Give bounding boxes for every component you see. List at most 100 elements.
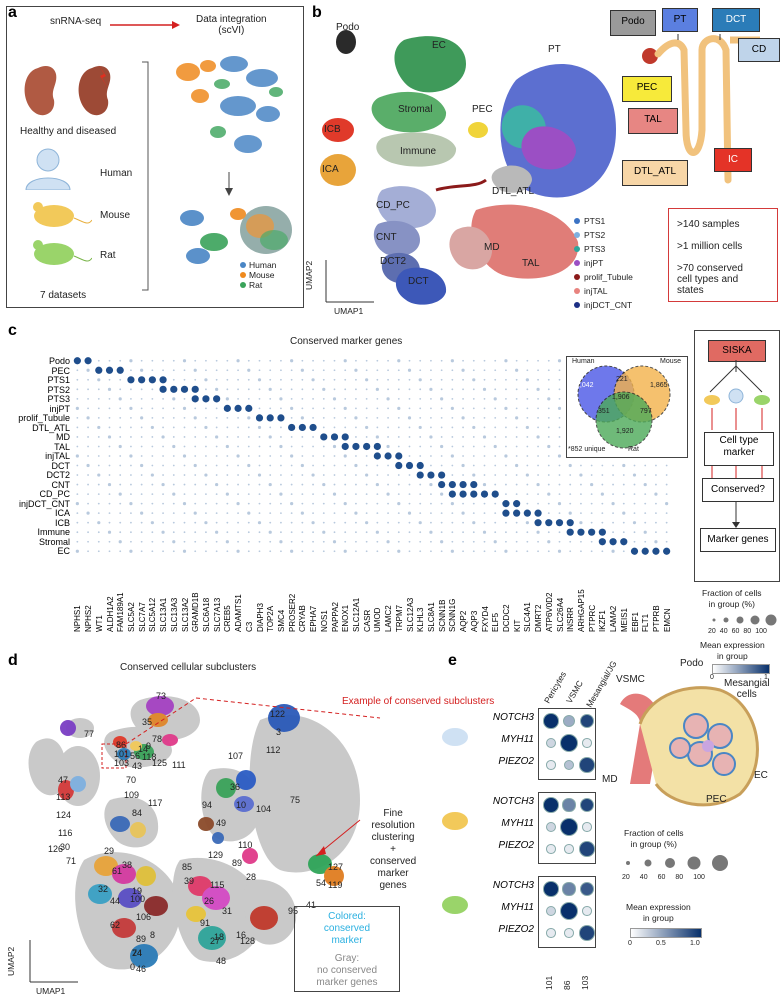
dotplot-dot: [515, 474, 518, 476]
e-gene-label: NOTCH3: [492, 712, 534, 723]
dotplot-dot: [547, 359, 550, 362]
dotplot-dot: [373, 452, 381, 460]
dotplot-dot: [483, 521, 486, 524]
dotplot-dot: [258, 369, 261, 372]
dotplot-dot: [622, 502, 625, 505]
dotplot-dot: [344, 378, 347, 381]
dotplot-dot: [87, 521, 89, 524]
dotplot-dot: [387, 521, 389, 524]
dotplot-dot: [332, 397, 337, 401]
dotplot-dot: [408, 493, 411, 495]
dotplot-dot: [215, 493, 218, 495]
dotplot-dot: [108, 359, 111, 362]
dotplot-dot: [108, 464, 111, 467]
dotplot-dot: [419, 369, 422, 372]
dotplot-dot: [375, 387, 379, 391]
dotplot-dot: [376, 464, 379, 467]
dotplot-dot: [183, 436, 186, 438]
celltype-marker-box: Cell type marker: [704, 432, 774, 466]
dotplot-dot: [408, 407, 411, 410]
dotplot-dot: [333, 417, 336, 419]
dotplot-dot: [213, 395, 221, 403]
legend-pts2: PTS2: [574, 228, 633, 242]
dotplot-dot: [280, 464, 282, 467]
diagram-pec: PEC: [706, 794, 727, 805]
dotplot-dot: [247, 426, 250, 429]
dotplot-dot: [322, 378, 325, 381]
dotplot-dot: [116, 366, 124, 374]
e-color-tick-0: 0: [628, 940, 632, 947]
e-dot: [582, 906, 592, 916]
dotplot-dot: [162, 455, 164, 457]
dotplot-dot: [494, 502, 497, 505]
dotplot-dot: [333, 483, 336, 486]
dotplot-dot: [290, 549, 294, 553]
dotplot-dot: [182, 549, 187, 553]
dotplot-dot: [226, 521, 229, 524]
dotplot-dot: [397, 436, 400, 438]
dotplot-dot: [269, 521, 272, 524]
arrow-right-icon: [110, 21, 180, 29]
dotplot-dot: [343, 502, 347, 506]
dotplot-dot: [215, 540, 218, 543]
dotplot-dot: [397, 445, 400, 448]
dotplot-dot: [119, 388, 122, 391]
dotplot-dot: [405, 461, 414, 470]
dotplot-dot: [75, 454, 79, 458]
dotplot-dot: [162, 359, 164, 362]
dotplot-dot: [515, 445, 518, 448]
dotplot-dot: [451, 540, 454, 543]
gene-label: LAMC2: [384, 605, 394, 632]
dotplot-dot: [280, 369, 282, 372]
dotplot-dot: [97, 502, 100, 505]
dotplot-dot: [204, 425, 208, 430]
dotplot-dot: [290, 502, 294, 506]
gene-label: ARHGAP15: [576, 589, 586, 632]
dotplot-dot: [526, 369, 529, 372]
panel-b-letter: b: [312, 4, 322, 21]
dotplot-dot: [622, 493, 625, 495]
dotplot-dot: [397, 502, 401, 506]
dotplot-dot: [341, 442, 349, 451]
dotplot-dot: [387, 531, 389, 534]
dotplot-dot: [397, 483, 400, 486]
dotplot-dot: [547, 455, 550, 457]
dotplot-dot: [598, 538, 606, 546]
dotplot-dot: [451, 512, 454, 515]
e-dot: [563, 715, 575, 727]
dotplot-dot: [215, 550, 218, 553]
dotplot-dot: [257, 473, 262, 477]
mouse-icon: [442, 812, 468, 830]
arrow-down-icon: [225, 172, 233, 196]
dotplot-dot: [354, 416, 358, 420]
dotplot-dot: [526, 455, 529, 457]
dotplot-dot: [515, 463, 519, 468]
dotplot-dot: [97, 388, 100, 391]
dotplot-dot: [547, 444, 551, 449]
c-color-tick-0: 0: [710, 674, 714, 681]
dotplot-dot: [633, 493, 636, 495]
dotplot-dot: [225, 397, 229, 401]
e-dot: [560, 818, 578, 836]
dotplot-dot: [301, 521, 304, 524]
dotplot-dot: [408, 388, 411, 391]
dotplot-dot: [419, 512, 422, 515]
dotplot-dot: [172, 521, 175, 524]
dotplot-dot: [87, 445, 89, 448]
dotplot-dot: [76, 521, 79, 524]
dotplot-dot: [237, 436, 239, 438]
dotplot-dot: [161, 482, 165, 487]
dotplot-dot: [205, 550, 207, 553]
dotplot-dot: [87, 407, 89, 410]
dotplot-dot: [333, 378, 336, 381]
dotplot-dot: [408, 426, 411, 429]
dotplot-dot: [397, 493, 400, 495]
dotplot-dot: [312, 540, 314, 543]
dotplot-dot: [451, 397, 454, 400]
dotplot-dot: [655, 512, 657, 515]
dotplot-dot: [76, 531, 79, 534]
dotplot-dot: [76, 397, 79, 400]
dotplot-dot: [194, 483, 197, 486]
dotplot-dot: [247, 436, 250, 438]
seg-podo: Podo: [610, 10, 656, 36]
